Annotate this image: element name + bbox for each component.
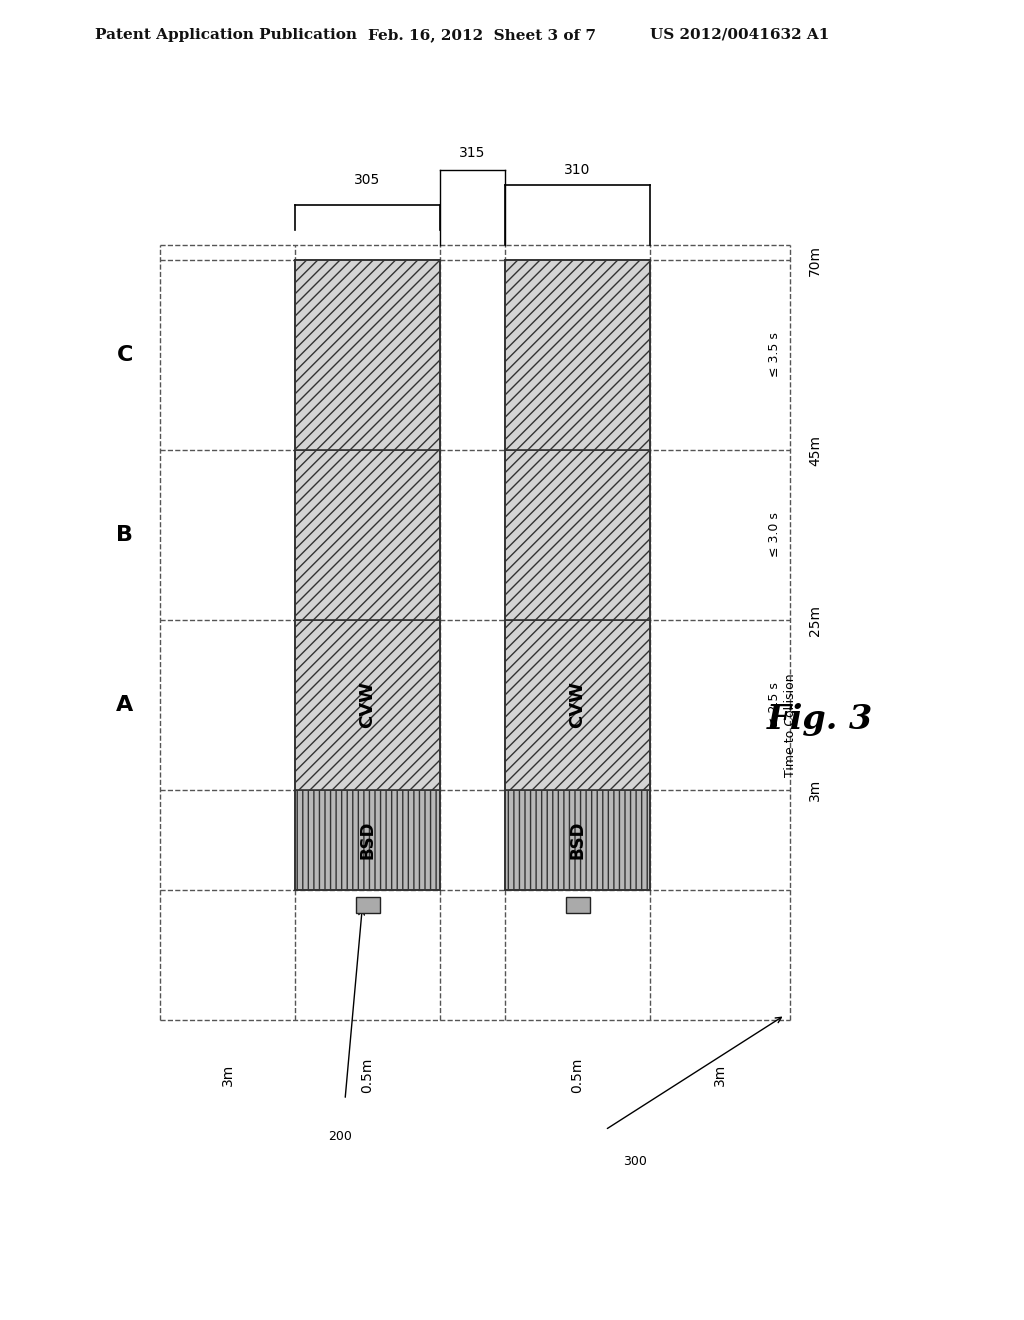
Bar — [355, 898, 380, 913]
Text: Patent Application Publication: Patent Application Publication — [95, 28, 357, 42]
Text: 3m: 3m — [220, 1064, 234, 1086]
Bar — [295, 260, 440, 450]
Text: US 2012/0041632 A1: US 2012/0041632 A1 — [650, 28, 829, 42]
Text: 200: 200 — [328, 1130, 352, 1143]
Text: B: B — [117, 525, 133, 545]
Bar — [505, 450, 650, 620]
Text: ≤ 3.0 s: ≤ 3.0 s — [768, 512, 781, 557]
Bar — [505, 620, 650, 789]
Text: 310: 310 — [564, 162, 591, 177]
Text: BSD: BSD — [568, 821, 587, 859]
Bar — [295, 450, 440, 620]
Text: 25m: 25m — [808, 605, 822, 635]
Text: ≤ 3.5 s: ≤ 3.5 s — [768, 333, 781, 378]
Bar — [505, 260, 650, 450]
Text: A: A — [117, 696, 133, 715]
Bar — [505, 789, 650, 890]
Text: C: C — [117, 345, 133, 366]
Text: 3m: 3m — [808, 779, 822, 801]
Bar — [295, 789, 440, 890]
Text: 305: 305 — [354, 173, 381, 187]
Text: 45m: 45m — [808, 434, 822, 466]
Text: Feb. 16, 2012  Sheet 3 of 7: Feb. 16, 2012 Sheet 3 of 7 — [368, 28, 596, 42]
Bar — [565, 898, 590, 913]
Text: 315: 315 — [460, 147, 485, 160]
Text: 0.5m: 0.5m — [570, 1057, 585, 1093]
Text: CVW: CVW — [358, 681, 377, 729]
Text: Time to Collision: Time to Collision — [783, 673, 797, 776]
Text: 300: 300 — [623, 1155, 647, 1168]
Bar — [295, 620, 440, 789]
Text: CVW: CVW — [568, 681, 587, 729]
Text: 0.5m: 0.5m — [360, 1057, 375, 1093]
Text: 3m: 3m — [713, 1064, 727, 1086]
Text: Fig. 3: Fig. 3 — [767, 704, 873, 737]
Text: BSD: BSD — [358, 821, 377, 859]
Text: ≤ 2.5 s: ≤ 2.5 s — [768, 682, 781, 727]
Text: 70m: 70m — [808, 244, 822, 276]
